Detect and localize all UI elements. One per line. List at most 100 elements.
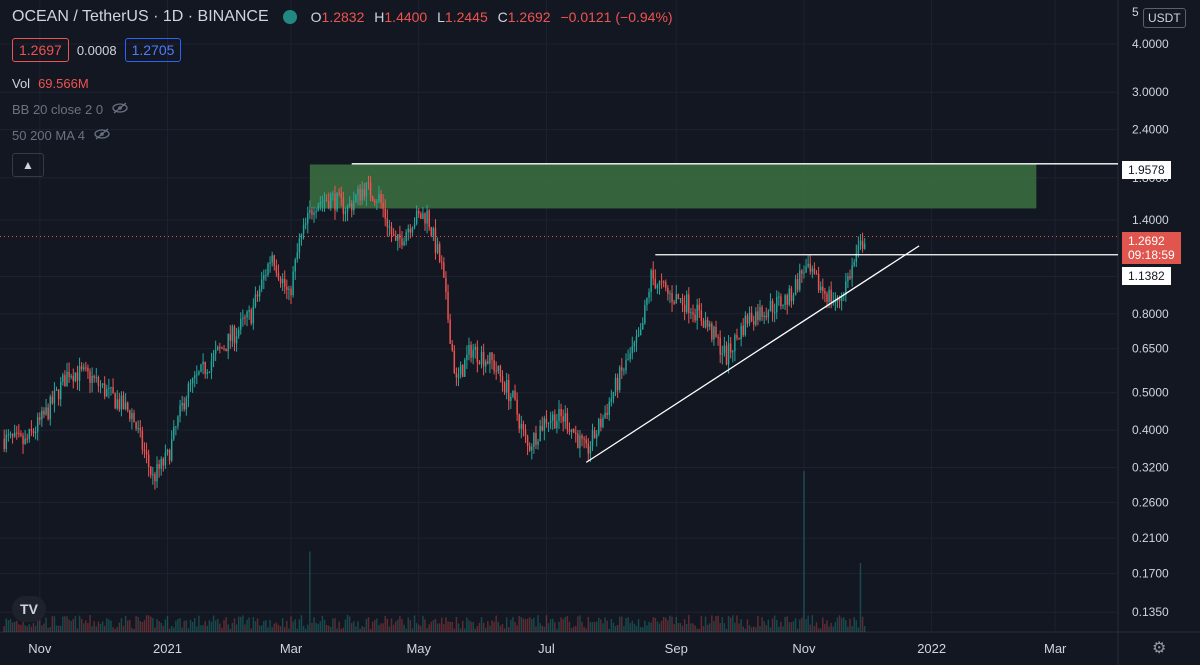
volume-bar <box>384 615 386 632</box>
candle-body <box>361 189 363 201</box>
candle <box>304 217 307 230</box>
tradingview-logo[interactable]: TV <box>12 596 46 622</box>
volume-bar <box>376 618 378 632</box>
volume-bar <box>683 619 686 632</box>
price-tick-label: 0.6500 <box>1132 342 1169 356</box>
volume-bar <box>74 616 77 632</box>
candle <box>455 367 458 386</box>
volume-bar <box>734 622 736 632</box>
candle-body <box>374 201 376 203</box>
candle <box>790 285 793 308</box>
candle-body <box>742 325 744 336</box>
volume-bar <box>281 618 284 632</box>
gear-icon[interactable]: ⚙ <box>1152 640 1167 657</box>
eye-hidden-icon[interactable] <box>93 127 111 144</box>
volume-bar <box>679 623 682 632</box>
bb-indicator-label[interactable]: BB 20 close 2 0 <box>12 102 104 117</box>
candle-body <box>541 425 543 431</box>
candle <box>290 285 292 304</box>
candle <box>133 409 135 423</box>
candle <box>568 422 571 436</box>
candle <box>443 257 445 278</box>
price-tick-label: 0.5000 <box>1132 386 1169 400</box>
volume-bar <box>447 621 449 632</box>
currency-selector[interactable]: USDT <box>1143 8 1186 28</box>
volume-bar <box>168 628 171 632</box>
candle-body <box>491 352 493 361</box>
volume-bar <box>237 616 240 632</box>
volume-bar <box>164 619 167 632</box>
candle <box>497 365 500 374</box>
candle <box>799 263 801 293</box>
volume-bar <box>472 621 474 632</box>
candle <box>759 299 761 322</box>
buy-price-button[interactable]: 1.2705 <box>124 38 182 62</box>
candle-body <box>819 286 822 291</box>
candle <box>541 416 543 432</box>
candle <box>175 425 177 436</box>
candle <box>855 244 858 267</box>
volume-bar <box>30 626 33 632</box>
volume-bar <box>66 616 68 632</box>
eye-hidden-icon[interactable] <box>111 101 129 118</box>
candle-body <box>430 227 433 236</box>
volume-bar <box>769 627 772 632</box>
volume-bar <box>453 628 456 632</box>
candle-body <box>503 382 506 393</box>
candle <box>122 391 125 410</box>
volume-bar <box>422 615 424 632</box>
candle <box>604 405 606 419</box>
candle-body <box>428 210 430 228</box>
volume-bar <box>713 621 715 632</box>
candle <box>681 293 684 313</box>
volume-bar <box>265 620 267 632</box>
indicator-bb-row[interactable]: BB 20 close 2 0 <box>12 101 129 118</box>
candle-body <box>662 281 665 283</box>
volume-bar <box>614 626 617 632</box>
ma-indicator-label[interactable]: 50 200 MA 4 <box>12 128 85 143</box>
candle-body <box>604 412 606 418</box>
candle <box>114 392 116 410</box>
candle-body <box>336 192 338 211</box>
candle-body <box>840 296 843 302</box>
candle-body <box>824 291 826 294</box>
candle-body <box>106 389 108 397</box>
symbol-title[interactable]: OCEAN / TetherUS · 1D · BINANCE <box>12 8 269 25</box>
candle <box>70 373 72 380</box>
volume-bar <box>135 616 137 632</box>
candle <box>489 352 491 374</box>
indicator-ma-row[interactable]: 50 200 MA 4 <box>12 127 111 144</box>
candle-body <box>170 439 173 461</box>
price-tag-zone-top: 1.9578 <box>1122 161 1171 179</box>
candle <box>616 373 619 398</box>
candle <box>468 337 470 361</box>
volume-bar <box>411 628 414 632</box>
volume-bar <box>16 620 18 632</box>
candle <box>579 430 581 458</box>
volume-bar <box>307 624 309 632</box>
volume-bar <box>267 627 269 632</box>
candle-body <box>133 413 135 423</box>
candle <box>51 390 54 405</box>
volume-bar <box>99 623 102 632</box>
candle <box>679 298 682 304</box>
time-tick-label: May <box>406 641 431 656</box>
volume-bar <box>727 616 730 632</box>
candle-body <box>520 423 523 429</box>
collapse-legend-button[interactable]: ▲ <box>12 153 44 177</box>
candle <box>170 430 173 463</box>
candle <box>55 386 58 392</box>
candle <box>317 202 319 212</box>
volume-bar <box>543 626 546 632</box>
volume-bar <box>208 620 211 632</box>
candle <box>545 410 548 428</box>
volume-bar <box>210 621 213 632</box>
price-tick-label: 0.2100 <box>1132 531 1169 545</box>
candle-body <box>338 192 340 194</box>
candle-body <box>231 326 234 341</box>
candle <box>629 347 631 363</box>
sell-price-button[interactable]: 1.2697 <box>12 38 69 62</box>
volume-bar <box>721 617 724 632</box>
candle-body <box>235 336 238 344</box>
